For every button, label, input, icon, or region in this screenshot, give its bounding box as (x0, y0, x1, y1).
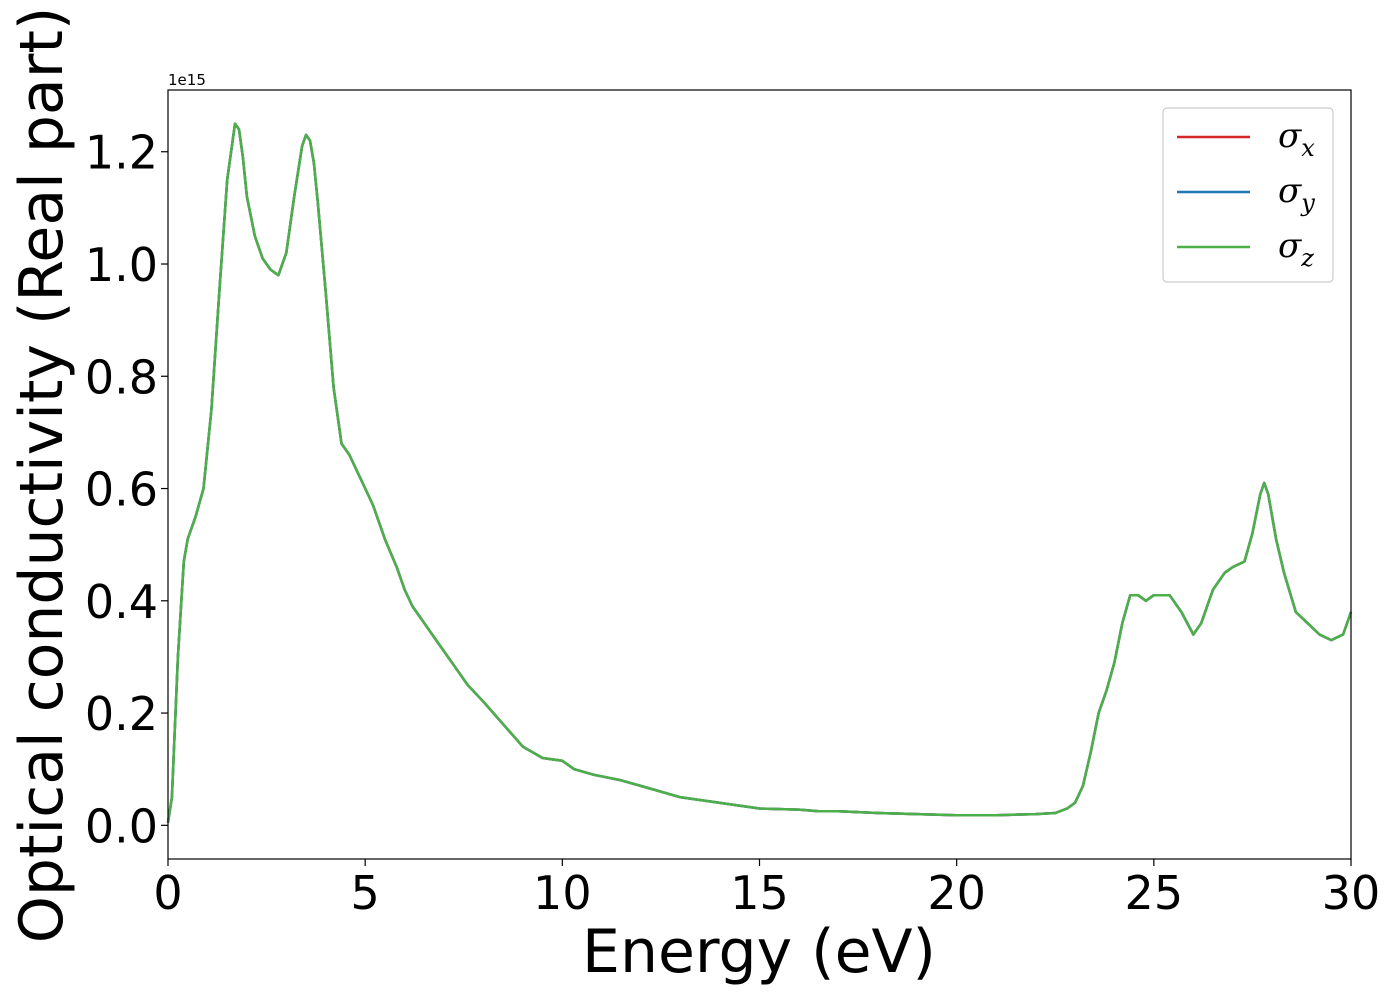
legend-box (1162, 107, 1334, 283)
series-line-z (166, 122, 1353, 823)
x-tick-label: 10 (533, 866, 592, 920)
y-axis: 0.0 0.2 0.4 0.6 0.8 1.0 1.2 (85, 126, 168, 853)
y-tick-label: 0.8 (85, 350, 158, 404)
x-tick-label: 0 (153, 866, 182, 920)
y-tick-label: 0.4 (85, 575, 158, 629)
y-offset-label: 1e15 (168, 71, 206, 89)
x-tick-label: 15 (730, 866, 789, 920)
y-tick-label: 0.0 (85, 799, 158, 853)
y-tick-label: 0.2 (85, 687, 158, 741)
y-tick-label: 1.0 (85, 238, 158, 292)
x-tick-label: 25 (1125, 866, 1184, 920)
series-lines (166, 122, 1353, 823)
x-axis: 0 5 10 15 20 25 30 (153, 859, 1380, 920)
x-tick-label: 20 (927, 866, 986, 920)
y-tick-label: 0.6 (85, 463, 158, 517)
legend-label-z: σz (1278, 226, 1314, 272)
y-axis-label: Optical conductivity (Real part) (7, 7, 77, 944)
x-axis-label: Energy (eV) (582, 917, 936, 987)
x-tick-label: 30 (1322, 866, 1381, 920)
x-tick-label: 5 (351, 866, 380, 920)
y-tick-label: 1.2 (85, 126, 158, 180)
